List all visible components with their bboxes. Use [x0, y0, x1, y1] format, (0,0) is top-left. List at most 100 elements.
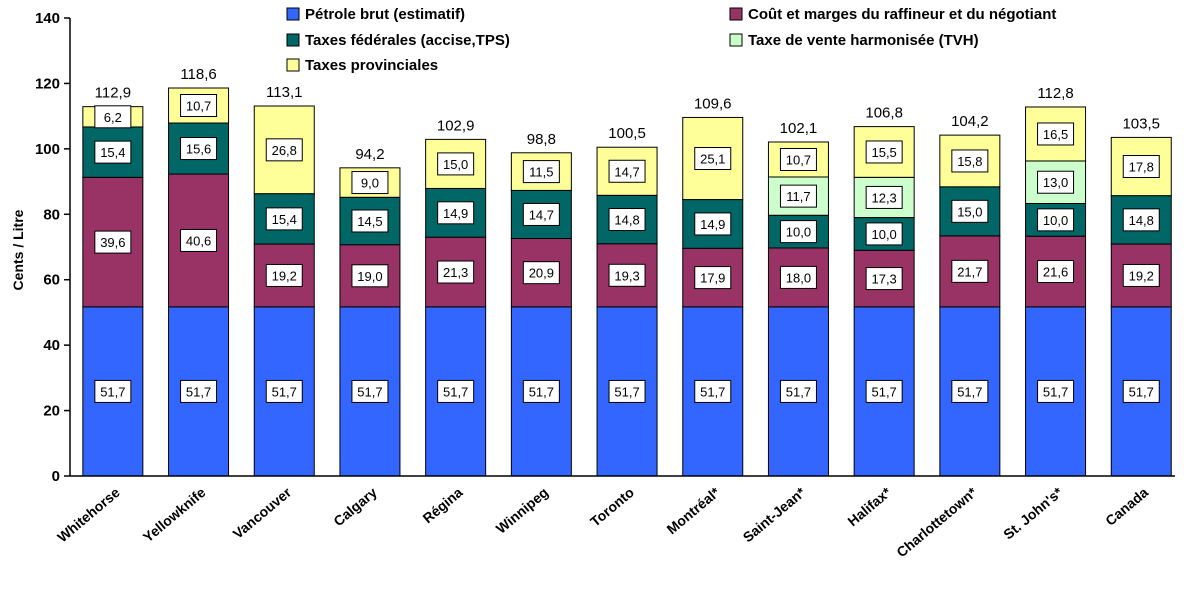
- data-label-box: [951, 149, 989, 173]
- legend-label: Taxes provinciales: [305, 57, 438, 74]
- data-label: 51,7: [1129, 384, 1154, 399]
- data-label: 25,1: [700, 152, 725, 167]
- bar-total-label: 102,1: [780, 120, 818, 137]
- bar-total-label: 113,1: [266, 84, 302, 101]
- y-axis-label: Cents / Litre: [10, 209, 26, 290]
- data-label: 51,7: [100, 384, 125, 399]
- data-label: 14,7: [614, 164, 639, 179]
- data-label-box: [1037, 208, 1075, 232]
- data-label-box: [180, 228, 218, 252]
- data-label-box: [779, 184, 817, 208]
- data-label-box: [779, 379, 817, 403]
- data-label: 51,7: [186, 384, 211, 399]
- legend-swatch: [286, 33, 300, 47]
- x-category-label: Charlottetown*: [893, 484, 980, 561]
- data-label-box: [180, 137, 218, 161]
- data-label-box: [437, 201, 475, 225]
- bar-total-label: 104,2: [951, 113, 989, 130]
- data-label: 26,8: [272, 143, 297, 158]
- data-label-box: [865, 140, 903, 164]
- data-label: 14,5: [357, 214, 382, 229]
- bar-total-label: 98,8: [527, 131, 556, 148]
- y-tick-label: 20: [43, 403, 60, 420]
- x-category-label: Toronto: [587, 484, 637, 530]
- data-label-box: [351, 379, 389, 403]
- x-category-label: Canada: [1102, 484, 1151, 529]
- data-label: 17,3: [871, 272, 896, 287]
- data-label-box: [265, 379, 303, 403]
- data-label-box: [1122, 155, 1160, 179]
- data-label: 12,3: [871, 190, 896, 205]
- data-label: 10,7: [786, 152, 811, 167]
- data-label: 14,8: [614, 213, 639, 228]
- x-axis-categories: Whitehorse Yellowknife Vancouver Calgary Rég…: [54, 484, 1151, 561]
- data-label-box: [865, 185, 903, 209]
- data-label-box: [351, 209, 389, 233]
- data-label: 13,0: [1043, 175, 1068, 190]
- data-label-box: [951, 199, 989, 223]
- y-axis-ticks: 0 20 40 60 80 100 120 140: [35, 10, 70, 485]
- data-label: 11,5: [529, 165, 553, 180]
- data-label-box: [951, 259, 989, 283]
- data-label: 15,0: [443, 157, 468, 172]
- legend-swatch: [729, 7, 743, 21]
- legend-label: Taxe de vente harmonisée (TVH): [748, 32, 979, 49]
- data-label: 40,6: [186, 233, 211, 248]
- data-label-box: [694, 266, 732, 290]
- x-category-label: Whitehorse: [54, 484, 123, 545]
- bar-total-label: 112,8: [1037, 85, 1073, 102]
- data-label-box: [180, 379, 218, 403]
- data-label: 11,7: [786, 189, 810, 204]
- data-label: 51,7: [1043, 384, 1068, 399]
- x-category-label: Vancouver: [230, 484, 295, 542]
- data-label: 51,7: [272, 384, 297, 399]
- data-label: 9,0: [361, 176, 379, 191]
- data-label: 51,7: [871, 384, 896, 399]
- data-label: 15,5: [871, 145, 896, 160]
- data-label-box: [437, 260, 475, 284]
- x-category-label: St. John's*: [1000, 484, 1066, 543]
- data-label-box: [437, 152, 475, 176]
- data-label-box: [779, 265, 817, 289]
- data-label-box: [779, 147, 817, 171]
- bar-total-label: 100,5: [608, 125, 646, 142]
- x-category-label: Yellowknife: [140, 484, 209, 545]
- x-category-label: Montréal*: [664, 484, 724, 538]
- bar-total-label: 106,8: [865, 105, 903, 122]
- x-category-label: Winnipeg: [493, 484, 551, 537]
- data-label-box: [522, 202, 560, 226]
- data-label: 15,4: [272, 212, 297, 227]
- data-label-box: [608, 263, 646, 287]
- data-label-box: [608, 379, 646, 403]
- data-label-box: [779, 220, 817, 244]
- data-label-box: [94, 230, 132, 254]
- bar-total-label: 109,6: [694, 95, 732, 112]
- data-label-box: [94, 140, 132, 164]
- data-label-box: [951, 379, 989, 403]
- data-label: 21,7: [957, 264, 982, 279]
- data-label-box: [522, 160, 560, 184]
- data-label: 17,9: [700, 271, 725, 286]
- data-label-box: [1037, 170, 1075, 194]
- data-label-box: [1037, 122, 1075, 146]
- legend: Pétrole brut (estimatif) Coût et marges d…: [286, 6, 1056, 74]
- data-label: 14,9: [443, 206, 468, 221]
- y-tick-label: 0: [52, 468, 60, 485]
- data-label: 10,0: [1043, 213, 1068, 228]
- data-label-box: [522, 379, 560, 403]
- data-label: 15,8: [957, 154, 982, 169]
- data-label: 51,7: [443, 384, 468, 399]
- data-label-box: [865, 267, 903, 291]
- data-label: 19,2: [1129, 268, 1154, 283]
- y-tick-label: 120: [35, 75, 60, 92]
- data-label: 6,2: [104, 110, 122, 125]
- data-label-box: [351, 171, 389, 195]
- data-label-box: [865, 379, 903, 403]
- data-label: 51,7: [357, 384, 382, 399]
- data-label: 16,5: [1043, 127, 1068, 142]
- data-label: 39,6: [100, 235, 125, 250]
- y-tick-label: 100: [35, 141, 60, 158]
- data-label: 14,8: [1129, 213, 1154, 228]
- data-label-box: [351, 264, 389, 288]
